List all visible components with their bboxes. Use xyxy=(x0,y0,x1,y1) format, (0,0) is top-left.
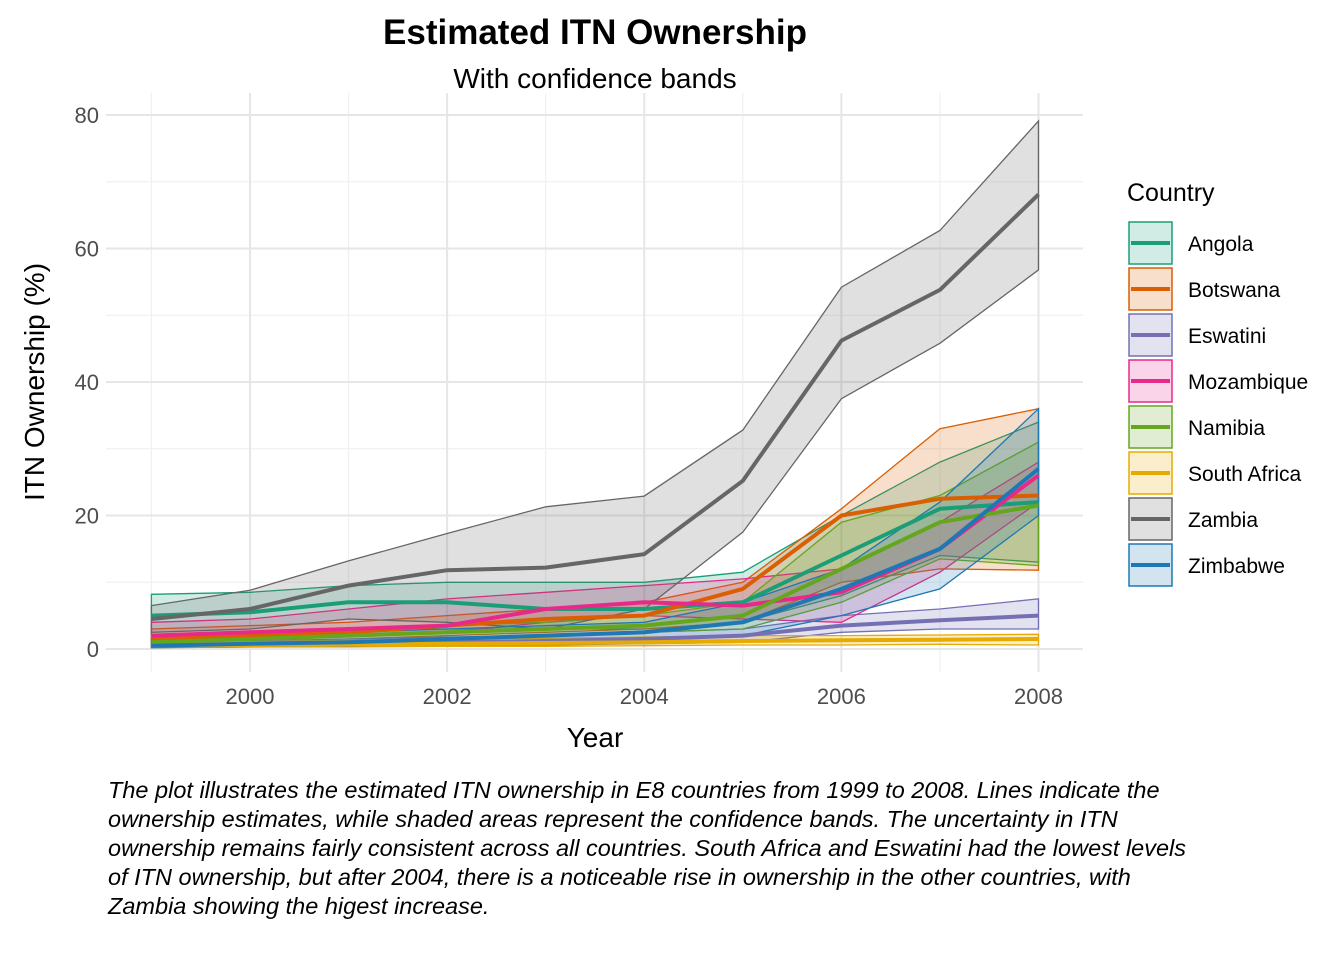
line-angola xyxy=(151,500,1039,618)
legend-label-zimbabwe: Zimbabwe xyxy=(1188,555,1285,578)
legend-label-botswana: Botswana xyxy=(1188,279,1281,302)
tick-labels: 2000 2002 2004 2006 2008 0 20 40 60 80 xyxy=(75,103,1063,709)
line-botswana xyxy=(151,493,1039,641)
legend: Country Angola Botswana Eswatini Mozambique… xyxy=(1127,179,1308,587)
series-lines xyxy=(151,192,1040,648)
line-zimbabwe xyxy=(151,467,1040,648)
x-tick-label: 2002 xyxy=(423,684,472,709)
legend-title: Country xyxy=(1127,179,1215,207)
chart-title: Estimated ITN Ownership xyxy=(383,13,807,52)
chart-subtitle: With confidence bands xyxy=(453,63,736,94)
x-axis-title: Year xyxy=(567,722,624,753)
band-zambia xyxy=(150,119,1040,633)
line-zambia xyxy=(151,192,1040,621)
caption: The plot illustrates the estimated ITN o… xyxy=(108,777,1187,919)
y-tick-label: 20 xyxy=(75,504,99,529)
legend-label-eswatini: Eswatini xyxy=(1188,325,1266,348)
x-tick-label: 2008 xyxy=(1014,684,1063,709)
y-tick-label: 40 xyxy=(75,370,99,395)
y-tick-label: 0 xyxy=(87,637,99,662)
legend-label-mozambique: Mozambique xyxy=(1188,371,1308,394)
x-tick-label: 2006 xyxy=(817,684,866,709)
y-axis-title: ITN Ownership (%) xyxy=(19,263,50,501)
y-tick-label: 60 xyxy=(75,237,99,262)
legend-label-angola: Angola xyxy=(1188,233,1254,256)
x-tick-label: 2004 xyxy=(620,684,669,709)
x-tick-label: 2000 xyxy=(225,684,274,709)
line-namibia xyxy=(151,503,1039,645)
legend-label-namibia: Namibia xyxy=(1188,417,1265,440)
legend-label-zambia: Zambia xyxy=(1188,509,1258,532)
legend-label-south-africa: South Africa xyxy=(1188,463,1302,486)
y-tick-label: 80 xyxy=(75,103,99,128)
confidence-bands xyxy=(150,119,1040,649)
